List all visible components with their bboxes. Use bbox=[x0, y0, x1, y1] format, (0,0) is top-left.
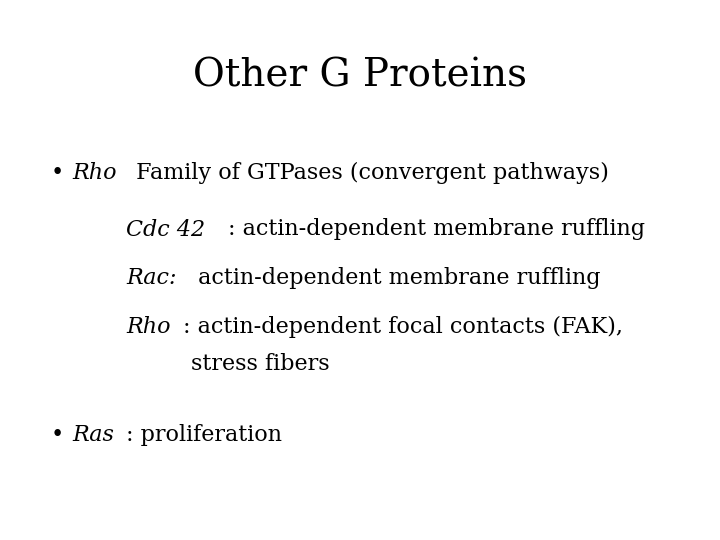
Text: : proliferation: : proliferation bbox=[126, 424, 282, 446]
Text: •: • bbox=[50, 162, 63, 184]
Text: Ras: Ras bbox=[72, 424, 114, 446]
Text: : actin-dependent focal contacts (FAK),: : actin-dependent focal contacts (FAK), bbox=[184, 316, 624, 338]
Text: stress fibers: stress fibers bbox=[191, 354, 330, 375]
Text: Other G Proteins: Other G Proteins bbox=[193, 57, 527, 94]
Text: •: • bbox=[50, 424, 63, 446]
Text: : actin-dependent membrane ruffling: : actin-dependent membrane ruffling bbox=[228, 219, 645, 240]
Text: Rac:: Rac: bbox=[126, 267, 176, 289]
Text: Family of GTPases (convergent pathways): Family of GTPases (convergent pathways) bbox=[130, 162, 609, 184]
Text: Cdc 42: Cdc 42 bbox=[126, 219, 205, 240]
Text: Rho: Rho bbox=[72, 162, 117, 184]
Text: Rho: Rho bbox=[126, 316, 171, 338]
Text: actin-dependent membrane ruffling: actin-dependent membrane ruffling bbox=[192, 267, 600, 289]
